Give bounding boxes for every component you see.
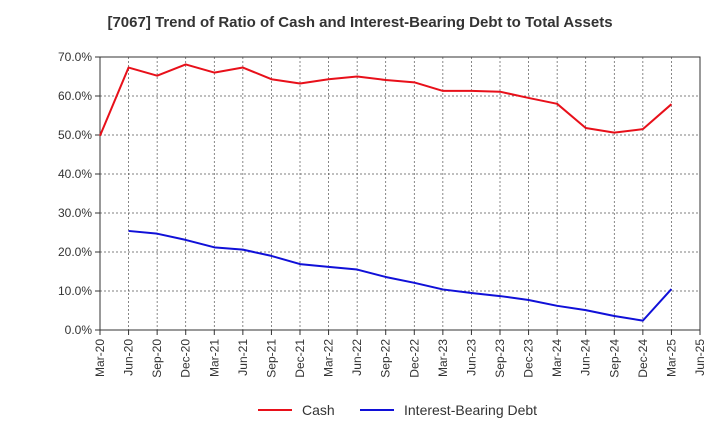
x-tick-label: Mar-25	[664, 339, 678, 377]
x-tick-label: Dec-22	[407, 339, 421, 378]
y-tick-label: 40.0%	[58, 167, 92, 181]
x-tick-label: Sep-20	[150, 339, 164, 378]
y-tick-label: 60.0%	[58, 89, 92, 103]
x-tick-label: Dec-23	[522, 339, 536, 378]
x-tick-label: Mar-20	[93, 339, 107, 377]
legend-swatch-debt	[360, 409, 394, 411]
legend-label-debt: Interest-Bearing Debt	[404, 402, 538, 418]
legend-label-cash: Cash	[302, 402, 335, 418]
series-line-interest-bearing-debt	[128, 229, 673, 322]
x-tick-label: Dec-21	[293, 339, 307, 378]
x-tick-label: Sep-23	[493, 339, 507, 378]
y-tick-label: 20.0%	[58, 245, 92, 259]
legend-swatch-cash	[258, 409, 292, 411]
y-tick-label: 70.0%	[58, 50, 92, 64]
x-tick-label: Jun-24	[579, 339, 593, 376]
x-tick-label: Sep-24	[607, 339, 621, 378]
plot-frame	[99, 56, 701, 331]
legend-item-cash: Cash	[258, 402, 335, 418]
chart-legend: Cash Interest-Bearing Debt	[0, 402, 720, 426]
y-tick-label: 10.0%	[58, 284, 92, 298]
chart-title: [7067] Trend of Ratio of Cash and Intere…	[107, 14, 613, 31]
legend-item-debt: Interest-Bearing Debt	[360, 402, 537, 418]
x-tick-label: Sep-21	[264, 339, 278, 378]
x-tick-label: Mar-23	[436, 339, 450, 377]
x-tick-label: Dec-20	[179, 339, 193, 378]
x-tick-label: Mar-24	[550, 339, 564, 377]
y-tick-label: 30.0%	[58, 206, 92, 220]
x-tick-label: Jun-23	[464, 339, 478, 376]
x-tick-label: Mar-22	[322, 339, 336, 377]
x-tick-label: Jun-21	[236, 339, 250, 376]
series-line-cash	[99, 63, 673, 137]
x-tick-label: Jun-20	[122, 339, 136, 376]
x-tick-label: Dec-24	[636, 339, 650, 378]
x-tick-label: Sep-22	[379, 339, 393, 378]
x-tick-label: Jun-25	[693, 339, 707, 376]
y-tick-label: 50.0%	[58, 128, 92, 142]
y-tick-label: 0.0%	[65, 323, 93, 337]
x-tick-label: Jun-22	[350, 339, 364, 376]
x-tick-label: Mar-21	[207, 339, 221, 377]
